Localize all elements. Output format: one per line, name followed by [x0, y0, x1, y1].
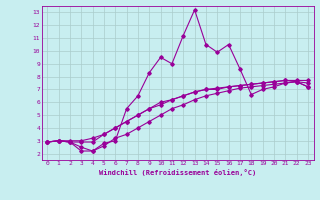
X-axis label: Windchill (Refroidissement éolien,°C): Windchill (Refroidissement éolien,°C) [99, 169, 256, 176]
